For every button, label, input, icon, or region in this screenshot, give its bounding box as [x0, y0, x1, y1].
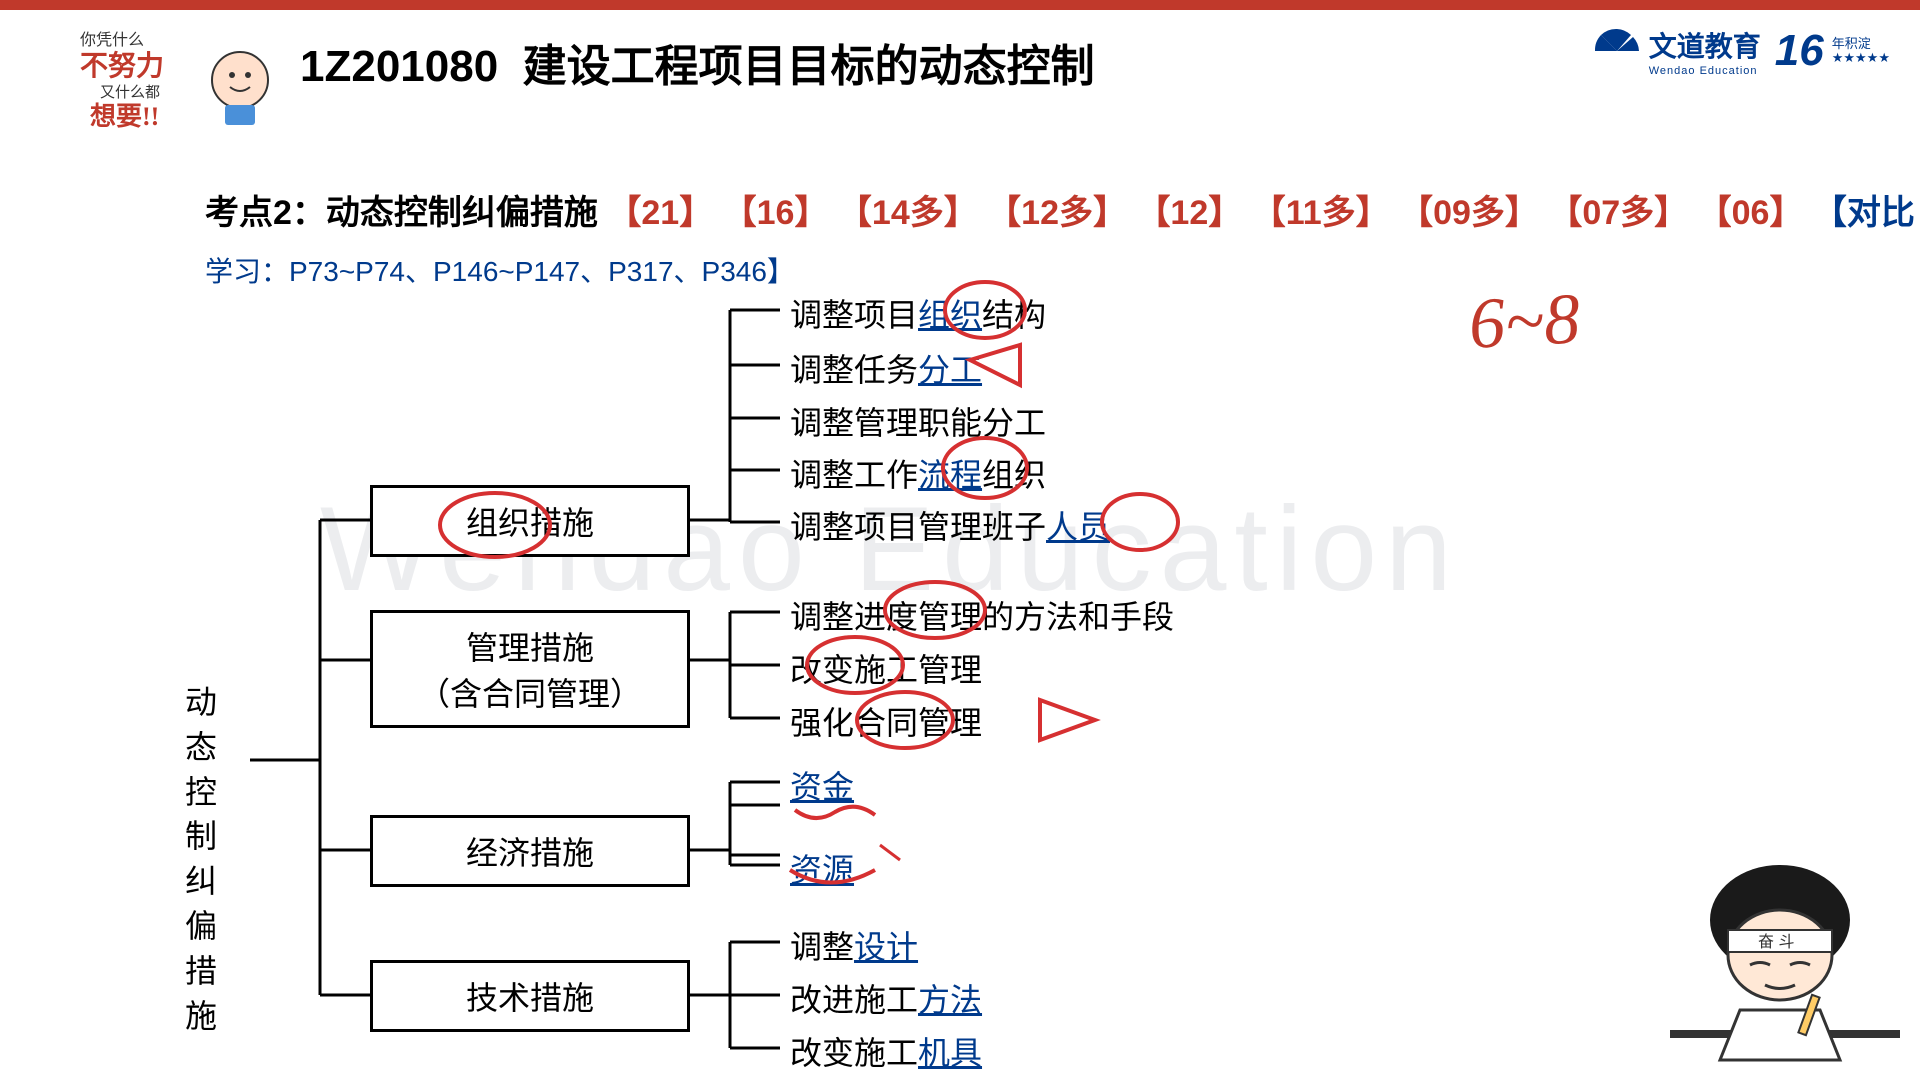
leaf-item: 资金: [790, 762, 854, 808]
node-econ-measures: 经济措施: [370, 815, 690, 887]
leaf-item: 调整项目组织结构: [790, 290, 1046, 336]
brand-tag: 年积淀: [1832, 37, 1890, 51]
svg-text:想要!!: 想要!!: [90, 102, 159, 131]
cartoon-bottom-right: 奋 斗: [1640, 820, 1900, 1080]
brand-years: 16: [1775, 26, 1824, 76]
svg-text:奋 斗: 奋 斗: [1758, 933, 1794, 951]
year-tag: 【07多】: [1548, 194, 1697, 232]
cartoon-top-left: 你凭什么 不努力 又什么都 想要!!: [80, 25, 280, 135]
year-tag: 【16】: [723, 194, 838, 232]
svg-text:你凭什么: 你凭什么: [80, 31, 144, 49]
node-org-measures: 组织措施: [370, 485, 690, 557]
svg-text:又什么都: 又什么都: [100, 84, 160, 101]
handwritten-note: 6~8: [1467, 277, 1582, 366]
leaf-item: 调整管理职能分工: [790, 398, 1046, 444]
leaf-item: 改进施工方法: [790, 975, 982, 1021]
leaf-item: 强化合同管理: [790, 698, 982, 744]
root-label: 动态控制纠偏措施: [185, 680, 225, 1038]
leaf-item: 调整项目管理班子人员: [790, 502, 1110, 548]
brand-stars: ★★★★★: [1832, 51, 1890, 65]
leaf-item: 调整任务分工: [790, 345, 982, 391]
year-tag: 【11多】: [1252, 194, 1399, 232]
leaf-item: 调整进度管理的方法和手段: [790, 592, 1174, 638]
svg-text:不努力: 不努力: [80, 49, 164, 82]
leaf-item: 调整设计: [790, 922, 918, 968]
year-tag: 【09多】: [1399, 194, 1548, 232]
leaf-item: 改变施工管理: [790, 645, 982, 691]
title-text: 建设工程项目目标的动态控制: [523, 42, 1095, 91]
title-code: 1Z201080: [300, 42, 498, 91]
node-tech-measures: 技术措施: [370, 960, 690, 1032]
year-tag: 【21】: [607, 194, 722, 232]
brand-name-en: Wendao Education: [1649, 65, 1761, 77]
leaf-item: 资源: [790, 845, 854, 891]
fan-icon: [1593, 27, 1641, 75]
key-point-heading: 考点2：动态控制纠偏措施 【21】 【16】 【14多】 【12多】 【12】 …: [205, 185, 1915, 234]
node-mgmt-measures: 管理措施（含合同管理）: [370, 610, 690, 728]
brand-logo: 文道教育 Wendao Education 16 年积淀 ★★★★★: [1593, 25, 1890, 77]
page-title: 1Z201080 建设工程项目目标的动态控制: [300, 30, 1095, 94]
leaf-item: 改变施工机具: [790, 1028, 982, 1074]
brand-name: 文道教育: [1649, 25, 1761, 65]
leaf-item: 调整工作流程组织: [790, 450, 1046, 496]
year-tag: 【06】: [1698, 194, 1813, 232]
study-pages: 学习：P73~P74、P146~P147、P317、P346】: [205, 250, 795, 290]
year-tag: 【12多】: [987, 194, 1136, 232]
year-tag: 【14多】: [838, 194, 987, 232]
year-tag: 【12】: [1136, 194, 1251, 232]
top-red-bar: [0, 0, 1920, 10]
